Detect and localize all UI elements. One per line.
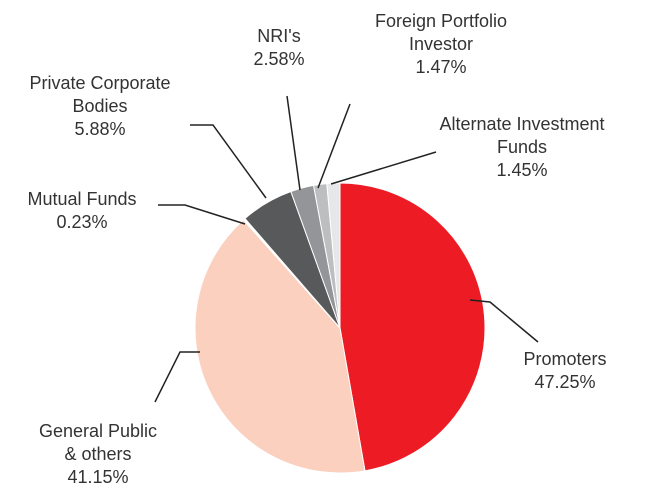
slice-label: General Public & others 41.15% bbox=[31, 420, 166, 489]
leader-line bbox=[286, 95, 301, 191]
pie-slice bbox=[194, 219, 366, 474]
slice-name: General Public & others bbox=[38, 421, 158, 464]
leader-line bbox=[154, 351, 200, 403]
leader-line bbox=[190, 124, 267, 199]
slice-name: Foreign Portfolio Investor bbox=[374, 11, 508, 54]
slice-value: 1.47% bbox=[415, 57, 467, 77]
slice-value: 1.45% bbox=[496, 160, 548, 180]
pie-slice bbox=[339, 182, 486, 472]
slice-label: Promoters 47.25% bbox=[495, 348, 635, 394]
slice-value: 47.25% bbox=[534, 372, 596, 392]
leader-line bbox=[317, 103, 351, 189]
slice-label: NRI's 2.58% bbox=[239, 25, 319, 71]
leader-line bbox=[158, 204, 246, 225]
slice-name: Promoters bbox=[523, 349, 607, 369]
leader-line bbox=[469, 299, 539, 343]
slice-name: NRI's bbox=[257, 26, 301, 46]
slice-value: 41.15% bbox=[67, 467, 129, 487]
slice-value: 0.23% bbox=[56, 212, 108, 232]
slice-label: Mutual Funds 0.23% bbox=[7, 188, 157, 234]
slice-label: Private Corporate Bodies 5.88% bbox=[8, 72, 193, 141]
slice-name: Private Corporate Bodies bbox=[29, 73, 171, 116]
slice-name: Alternate Investment Funds bbox=[439, 114, 605, 157]
slice-value: 5.88% bbox=[74, 119, 126, 139]
slice-label: Foreign Portfolio Investor 1.47% bbox=[354, 10, 529, 79]
leader-line bbox=[330, 151, 437, 185]
slice-label: Alternate Investment Funds 1.45% bbox=[430, 113, 615, 182]
slice-name: Mutual Funds bbox=[27, 189, 137, 209]
slice-value: 2.58% bbox=[253, 49, 305, 69]
